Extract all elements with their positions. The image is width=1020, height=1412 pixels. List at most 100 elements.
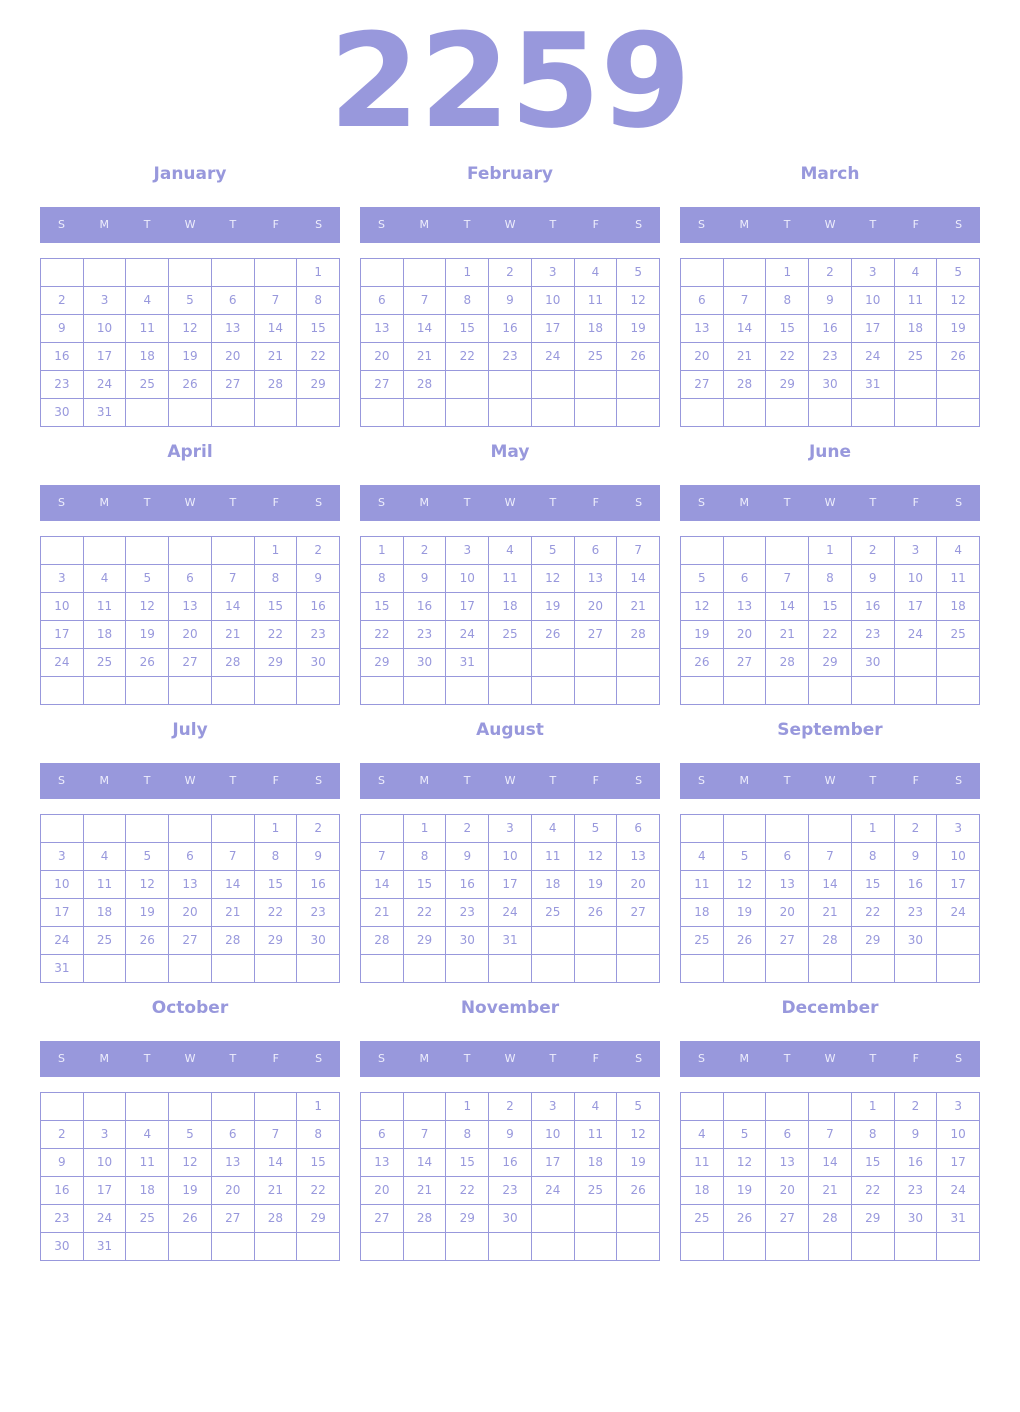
day-cell: 15 bbox=[766, 315, 810, 343]
weekday-label: S bbox=[697, 218, 705, 231]
empty-cell bbox=[403, 955, 447, 983]
day-cell: 27 bbox=[766, 1205, 810, 1233]
weekday-label: F bbox=[592, 496, 599, 509]
empty-cell bbox=[766, 1093, 810, 1121]
day-cell: 21 bbox=[254, 343, 298, 371]
day-cell: 2 bbox=[894, 815, 938, 843]
empty-cell bbox=[617, 955, 660, 983]
day-cell: 2 bbox=[41, 287, 84, 315]
day-cell: 3 bbox=[41, 843, 84, 871]
day-cell: 26 bbox=[531, 621, 575, 649]
day-cell: 24 bbox=[41, 649, 84, 677]
empty-cell bbox=[361, 1233, 404, 1261]
empty-cell bbox=[126, 955, 170, 983]
empty-cell bbox=[531, 649, 575, 677]
day-cell: 28 bbox=[211, 927, 255, 955]
day-cell: 16 bbox=[489, 1149, 532, 1177]
day-cell: 25 bbox=[531, 899, 575, 927]
day-cell: 6 bbox=[766, 1121, 810, 1149]
day-cell: 26 bbox=[937, 343, 980, 371]
day-cell: 14 bbox=[723, 315, 767, 343]
day-cell: 30 bbox=[894, 927, 938, 955]
day-cell: 16 bbox=[41, 1177, 84, 1205]
day-cell: 14 bbox=[403, 315, 447, 343]
weekday-label: T bbox=[143, 496, 151, 509]
weekday-label: S bbox=[377, 774, 385, 787]
day-cell: 25 bbox=[489, 621, 532, 649]
day-cell: 1 bbox=[254, 537, 298, 565]
day-cell: 4 bbox=[83, 565, 127, 593]
day-cell: 11 bbox=[574, 287, 618, 315]
day-cell: 13 bbox=[169, 871, 212, 899]
weekday-label: M bbox=[419, 218, 430, 231]
day-cell: 6 bbox=[211, 287, 255, 315]
weekday-label: M bbox=[739, 774, 750, 787]
day-cell: 19 bbox=[617, 1149, 660, 1177]
month-title: January bbox=[153, 164, 227, 184]
weekday-label: S bbox=[377, 218, 385, 231]
day-cell: 16 bbox=[297, 871, 340, 899]
day-cell: 15 bbox=[809, 593, 852, 621]
day-cell: 27 bbox=[766, 927, 810, 955]
day-cell: 14 bbox=[766, 593, 810, 621]
day-cell: 3 bbox=[851, 259, 895, 287]
day-cell: 22 bbox=[809, 621, 852, 649]
day-cell: 18 bbox=[574, 1149, 618, 1177]
day-cell: 14 bbox=[403, 1149, 447, 1177]
day-cell: 4 bbox=[574, 259, 618, 287]
day-cell: 7 bbox=[403, 1121, 447, 1149]
day-cell: 18 bbox=[681, 899, 724, 927]
day-cell: 19 bbox=[937, 315, 980, 343]
day-cell: 26 bbox=[126, 649, 170, 677]
day-cell: 2 bbox=[489, 1093, 532, 1121]
weekday-label: T bbox=[143, 218, 151, 231]
day-cell: 20 bbox=[169, 899, 212, 927]
day-cell: 5 bbox=[531, 537, 575, 565]
weekday-label: W bbox=[184, 218, 196, 231]
empty-cell bbox=[531, 399, 575, 427]
empty-cell bbox=[254, 955, 298, 983]
day-cell: 24 bbox=[851, 343, 895, 371]
day-cell: 8 bbox=[851, 1121, 895, 1149]
empty-cell bbox=[211, 537, 255, 565]
day-cell: 20 bbox=[211, 1177, 255, 1205]
day-cell: 2 bbox=[851, 537, 895, 565]
weekday-label: T bbox=[143, 774, 151, 787]
weekday-label: F bbox=[272, 496, 279, 509]
empty-cell bbox=[41, 259, 84, 287]
weekday-label: T bbox=[549, 496, 557, 509]
weekday-label: S bbox=[955, 218, 963, 231]
day-cell: 3 bbox=[531, 259, 575, 287]
weekday-label: W bbox=[824, 218, 836, 231]
day-cell: 18 bbox=[937, 593, 980, 621]
day-cell: 11 bbox=[937, 565, 980, 593]
day-cell: 16 bbox=[41, 343, 84, 371]
empty-cell bbox=[169, 1233, 212, 1261]
empty-cell bbox=[361, 259, 404, 287]
day-cell: 20 bbox=[169, 621, 212, 649]
month-title: November bbox=[460, 998, 560, 1018]
day-cell: 22 bbox=[851, 1177, 895, 1205]
weekday-label: M bbox=[99, 218, 110, 231]
day-cell: 10 bbox=[83, 315, 127, 343]
day-cell: 19 bbox=[169, 1177, 212, 1205]
weekday-label: S bbox=[697, 1052, 705, 1065]
day-cell: 24 bbox=[41, 927, 84, 955]
day-cell: 10 bbox=[446, 565, 490, 593]
weekday-label: T bbox=[783, 496, 791, 509]
empty-cell bbox=[169, 955, 212, 983]
empty-cell bbox=[169, 677, 212, 705]
empty-cell bbox=[254, 399, 298, 427]
day-cell: 9 bbox=[809, 287, 852, 315]
empty-cell bbox=[723, 537, 767, 565]
day-cell: 24 bbox=[937, 1177, 980, 1205]
empty-cell bbox=[809, 677, 852, 705]
day-cell: 8 bbox=[297, 287, 340, 315]
day-cell: 19 bbox=[169, 343, 212, 371]
day-cell: 27 bbox=[723, 649, 767, 677]
weekday-label: F bbox=[592, 1052, 599, 1065]
day-cell: 29 bbox=[446, 1205, 490, 1233]
empty-cell bbox=[126, 1093, 170, 1121]
day-cell: 18 bbox=[681, 1177, 724, 1205]
empty-cell bbox=[211, 955, 255, 983]
